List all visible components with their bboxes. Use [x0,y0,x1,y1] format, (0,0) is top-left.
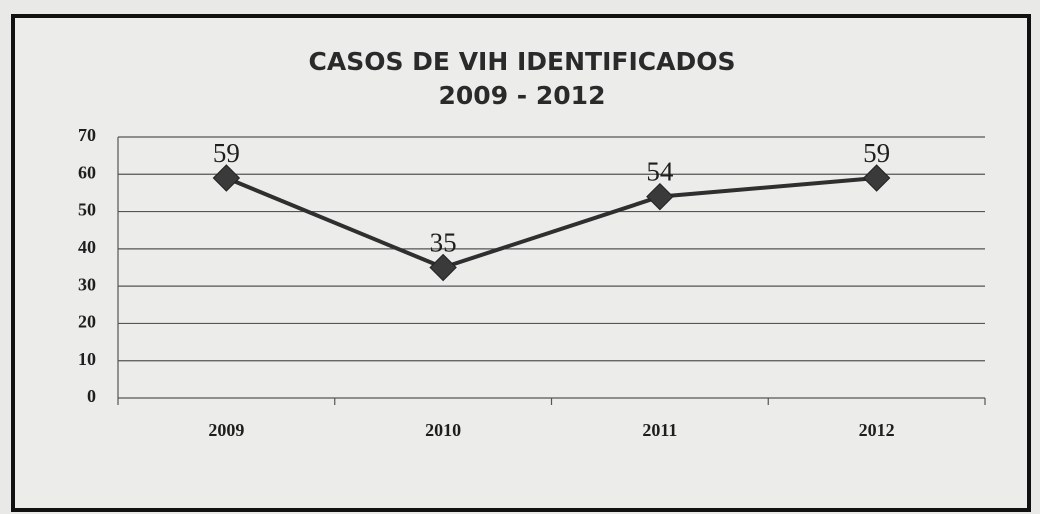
y-tick-label: 40 [78,237,96,257]
y-tick-label: 60 [78,162,96,182]
marker [646,182,674,211]
chart-title: CASOS DE VIH IDENTIFICADOS [309,47,736,76]
marker [862,164,891,192]
x-tick-label: 2011 [642,420,677,440]
data-label: 35 [430,228,457,258]
y-tick-label: 70 [78,125,96,145]
marker [212,164,241,192]
x-tick-label: 2010 [425,420,461,440]
y-tick-label: 30 [78,274,96,294]
chart-frame [11,14,1031,512]
y-tick-label: 0 [87,386,96,406]
line [225,176,877,270]
y-tick-label: 10 [78,349,96,369]
chart-subtitle: 2009 - 2012 [439,81,606,110]
y-tick-label: 20 [78,312,96,332]
data-label: 54 [646,157,674,187]
data-label: 59 [213,138,240,168]
marker [429,253,457,282]
y-tick-label: 50 [78,200,96,220]
x-tick-label: 2009 [208,420,244,440]
x-tick-label: 2012 [859,420,895,440]
data-label: 59 [863,138,890,168]
